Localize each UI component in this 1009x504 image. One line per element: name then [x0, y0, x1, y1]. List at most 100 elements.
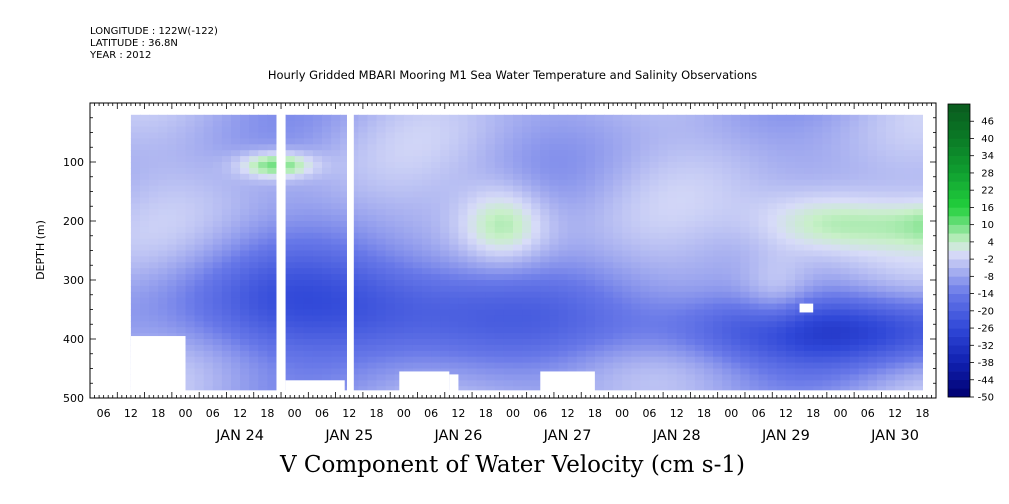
heatmap-cell — [676, 209, 687, 216]
heatmap-cell — [713, 262, 723, 269]
heatmap-cell — [776, 179, 787, 187]
heatmap-cell — [594, 380, 605, 387]
heatmap-cell — [722, 232, 732, 240]
heatmap-cell — [513, 156, 523, 163]
heatmap-cell — [549, 303, 560, 311]
heatmap-cell — [722, 244, 732, 252]
heatmap-cell — [267, 380, 278, 387]
heatmap-cell — [886, 132, 896, 139]
heatmap-cell — [713, 356, 723, 364]
heatmap-cell — [385, 268, 396, 275]
heatmap-cell — [813, 209, 823, 216]
heatmap-cell — [822, 256, 832, 263]
heatmap-cell — [467, 380, 478, 387]
heatmap-cell — [358, 203, 369, 210]
heatmap-cell — [258, 191, 268, 198]
heatmap-cell — [822, 291, 832, 299]
heatmap-cell — [140, 280, 150, 287]
heatmap-cell — [367, 309, 378, 316]
heatmap-cell — [513, 374, 523, 381]
heatmap-cell — [895, 162, 905, 169]
heatmap-cell — [876, 350, 887, 358]
heatmap-cell — [494, 138, 505, 145]
heatmap-cell — [676, 303, 687, 311]
heatmap-cell — [613, 185, 623, 193]
heatmap-cell — [267, 285, 278, 293]
heatmap-cell — [494, 256, 505, 263]
heatmap-cell — [749, 256, 760, 263]
heatmap-cell — [694, 203, 705, 210]
heatmap-cell — [358, 126, 369, 134]
heatmap-cell — [431, 132, 441, 139]
heatmap-cell — [640, 333, 651, 340]
heatmap-cell — [731, 309, 741, 316]
heatmap-cell — [149, 215, 159, 222]
heatmap-cell — [358, 215, 369, 222]
heatmap-cell — [567, 179, 578, 187]
heatmap-cell — [594, 221, 605, 228]
heatmap-cell — [585, 280, 596, 287]
heatmap-cell — [431, 209, 441, 216]
heatmap-cell — [540, 285, 550, 293]
heatmap-cell — [476, 197, 487, 204]
heatmap-cell — [676, 197, 687, 204]
heatmap-cell — [740, 221, 751, 228]
heatmap-cell — [149, 179, 159, 187]
heatmap-cell — [576, 179, 587, 187]
heatmap-cell — [449, 362, 459, 370]
heatmap-cell — [340, 350, 350, 358]
heatmap-cell — [667, 327, 678, 334]
heatmap-cell — [804, 362, 814, 370]
heatmap-cell — [422, 173, 432, 181]
heatmap-cell — [513, 191, 523, 198]
heatmap-cell — [312, 291, 323, 299]
heatmap-cell — [849, 362, 860, 370]
heatmap-cell — [667, 167, 678, 175]
heatmap-cell — [176, 226, 187, 234]
heatmap-cell — [367, 362, 378, 370]
heatmap-cell — [494, 226, 505, 234]
heatmap-cell — [149, 144, 159, 151]
heatmap-cell — [804, 150, 814, 157]
heatmap-cell — [840, 368, 851, 375]
heatmap-cell — [231, 291, 241, 299]
heatmap-cell — [567, 303, 578, 311]
heatmap-cell — [221, 327, 232, 334]
heatmap-cell — [804, 132, 814, 139]
heatmap-cell — [576, 333, 587, 340]
heatmap-cell — [212, 191, 223, 198]
heatmap-cell — [130, 226, 141, 234]
heatmap-cell — [613, 173, 623, 181]
heatmap-cell — [385, 274, 396, 281]
heatmap-cell — [385, 303, 396, 311]
heatmap-cell — [576, 303, 587, 311]
heatmap-cell — [312, 232, 323, 240]
heatmap-cell — [231, 173, 241, 181]
heatmap-cell — [804, 173, 814, 181]
heatmap-cell — [513, 144, 523, 151]
heatmap-cell — [158, 291, 168, 299]
heatmap-cell — [485, 156, 496, 163]
heatmap-cell — [267, 144, 278, 151]
heatmap-cell — [658, 268, 669, 275]
y-tick-label: 400 — [63, 333, 84, 346]
heatmap-cell — [267, 321, 278, 328]
heatmap-cell — [649, 197, 660, 204]
heatmap-cell — [667, 280, 678, 287]
heatmap-cell — [403, 344, 414, 352]
heatmap-cell — [312, 156, 323, 163]
heatmap-cell — [367, 339, 378, 346]
heatmap-cell — [604, 197, 614, 204]
heatmap-cell — [212, 197, 223, 204]
heatmap-cell — [531, 215, 541, 222]
heatmap-cell — [604, 315, 614, 322]
heatmap-cell — [658, 209, 669, 216]
heatmap-cell — [813, 132, 823, 139]
heatmap-cell — [713, 126, 723, 134]
heatmap-cell — [303, 221, 314, 228]
heatmap-cell — [185, 350, 196, 358]
heatmap-cell — [813, 350, 823, 358]
heatmap-cell — [576, 126, 587, 134]
heatmap-cell — [340, 386, 350, 393]
heatmap-cell — [886, 309, 896, 316]
